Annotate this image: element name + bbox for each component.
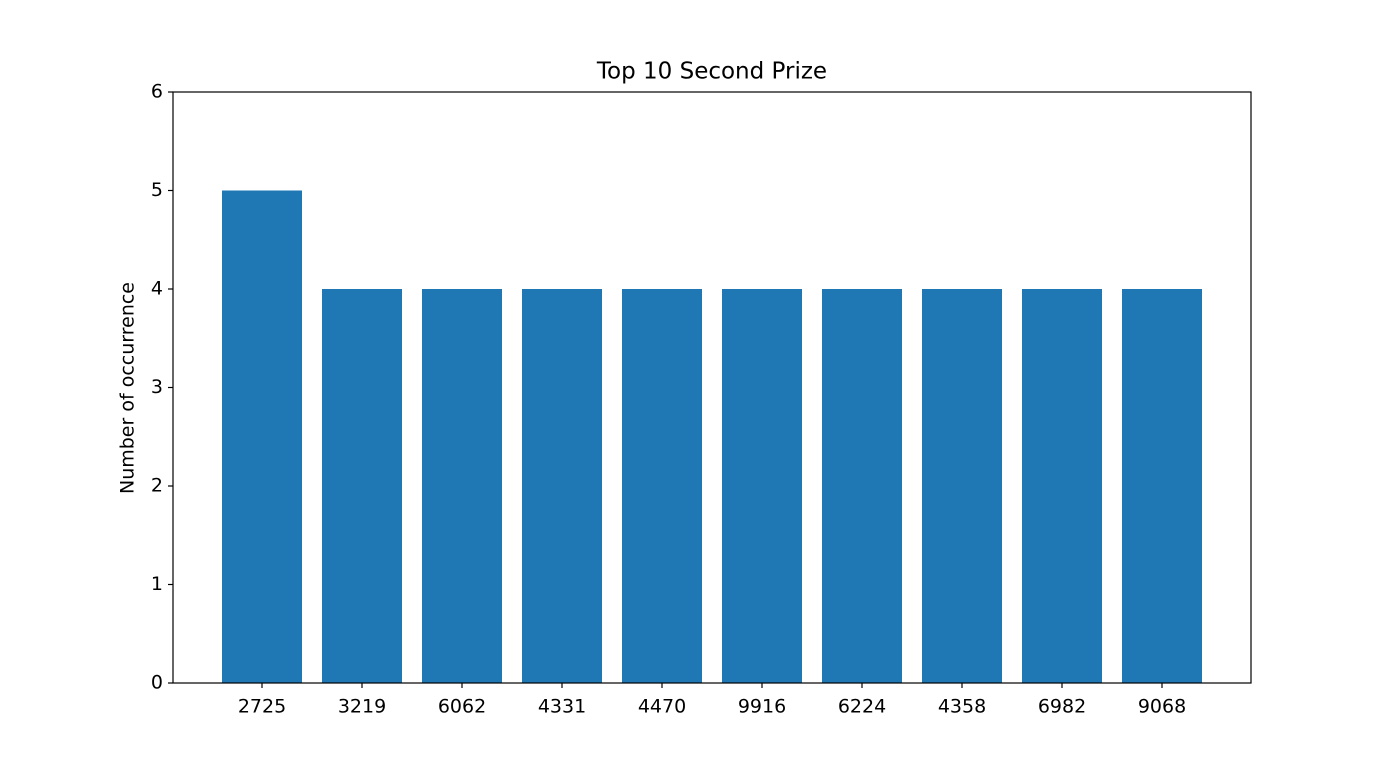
bar <box>422 289 502 683</box>
bar <box>222 190 302 683</box>
x-tick-label: 2725 <box>238 696 286 718</box>
bar <box>322 289 402 683</box>
y-tick-label: 2 <box>151 475 163 497</box>
plot-frame <box>172 91 1252 684</box>
y-tick-label: 5 <box>151 179 163 201</box>
bar <box>722 289 802 683</box>
x-tick-label: 4331 <box>538 696 586 718</box>
y-axis-label: Number of occurrence <box>117 282 139 494</box>
y-tick-label: 6 <box>151 81 163 103</box>
y-tick-label: 4 <box>151 278 163 300</box>
y-tick-label: 3 <box>151 376 163 398</box>
y-tick-label: 0 <box>151 672 163 694</box>
bar <box>622 289 702 683</box>
bar <box>1122 289 1202 683</box>
chart-title: Top 10 Second Prize <box>596 59 827 85</box>
bar <box>922 289 1002 683</box>
x-tick-label: 4358 <box>938 696 986 718</box>
x-tick-label: 9916 <box>738 696 786 718</box>
bar <box>522 289 602 683</box>
x-tick-label: 9068 <box>1138 696 1186 718</box>
x-tick-label: 4470 <box>638 696 686 718</box>
bar <box>1022 289 1102 683</box>
y-tick-label: 1 <box>151 573 163 595</box>
x-tick-label: 6062 <box>438 696 486 718</box>
x-tick-label: 6224 <box>838 696 886 718</box>
x-tick-label: 3219 <box>338 696 386 718</box>
x-tick-label: 6982 <box>1038 696 1086 718</box>
bar <box>822 289 902 683</box>
